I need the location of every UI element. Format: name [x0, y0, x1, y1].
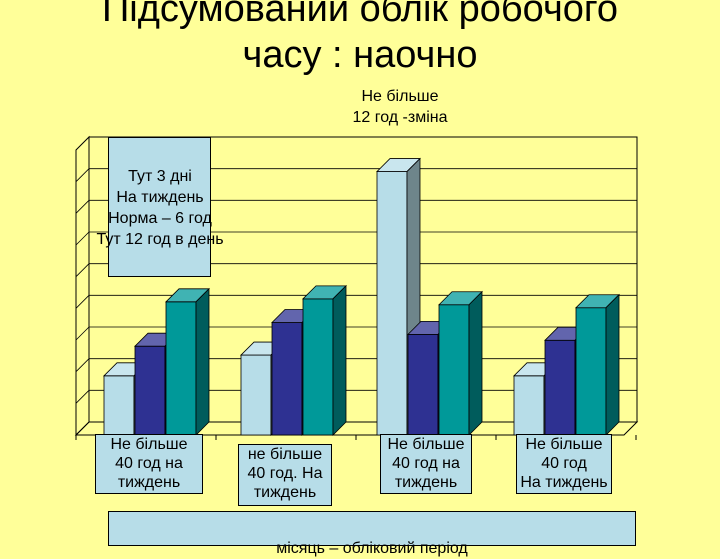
category-label-2: не більше 40 год. На тиждень [238, 444, 332, 506]
bar-2-1 [240, 354, 272, 436]
bar-4-2 [544, 339, 576, 436]
note-box [108, 137, 211, 277]
bar-1-3 [165, 301, 197, 436]
bar-chart [74, 135, 639, 440]
gridline-side [75, 231, 90, 246]
title-line-1: Підсумований облік робочого [101, 0, 619, 30]
note-box-text: Тут 3 дні На тиждень Норма – 6 год Тут 1… [96, 168, 224, 248]
bar-3-2 [407, 333, 439, 436]
bar-1-1 [103, 375, 135, 436]
bar-1-2 [134, 345, 166, 436]
gridline-side [75, 390, 90, 404]
top-callout: Не більше 12 год -зміна [352, 88, 448, 126]
bar-side-3-3 [468, 290, 483, 436]
bar-side-2-3 [332, 284, 347, 436]
category-label-1: Не більше 40 год на тиждень [95, 434, 203, 494]
gridline-side [75, 200, 90, 214]
bar-4-3 [575, 307, 607, 436]
x-axis-label-text: місяць – обліковий період [276, 540, 468, 557]
bar-3-3 [438, 304, 470, 436]
bar-side-1-3 [195, 287, 210, 436]
gridline-side [75, 168, 90, 182]
category-label-4: Не більше 40 год На тиждень [516, 434, 612, 494]
category-label-3: Не більше 40 год на тиждень [380, 434, 472, 494]
gridline-side [75, 326, 90, 341]
gridline-side [75, 295, 90, 309]
bar-3-1 [376, 171, 408, 436]
title-line-2: часу : наочно [242, 34, 478, 76]
gridline-side [75, 358, 90, 372]
bar-side-4-3 [605, 293, 620, 436]
bar-2-2 [271, 322, 303, 436]
x-axis-label: місяць – обліковий період [108, 511, 636, 557]
bar-4-1 [513, 375, 545, 436]
bar-2-3 [302, 298, 334, 436]
gridline-side [75, 263, 90, 277]
slide-title: Підсумований облік робочого часу : наочн… [0, 0, 720, 78]
